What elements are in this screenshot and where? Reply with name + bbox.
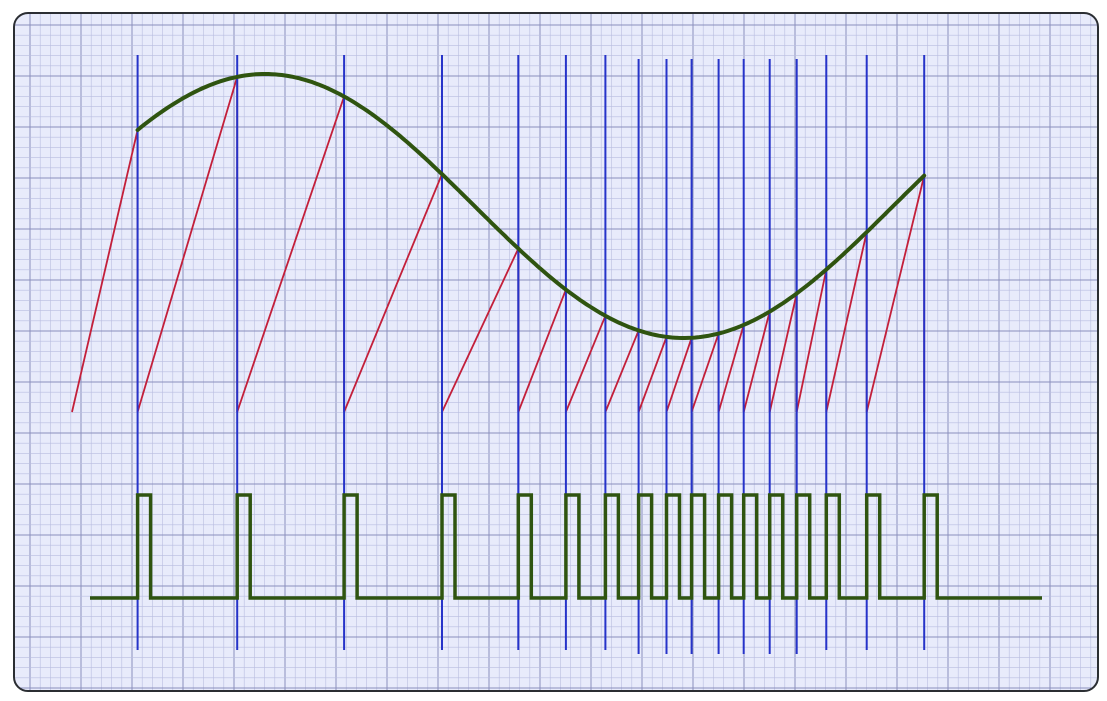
ramp-segment — [717, 324, 745, 413]
sine-wave — [135, 72, 927, 340]
ramp-segment — [825, 231, 868, 413]
ramp-segment — [604, 330, 640, 413]
pulse-train — [90, 493, 1042, 600]
ramp-segment — [690, 333, 720, 413]
ramp-segment — [343, 173, 443, 413]
sine-curve — [135, 72, 927, 340]
ramp-segment — [565, 315, 607, 413]
ramp-segment — [768, 293, 798, 413]
ramp-segment — [441, 248, 520, 413]
ramp-segment — [236, 96, 345, 413]
ramp-segment — [136, 76, 239, 413]
ramp-segment — [637, 336, 668, 413]
panel-border — [13, 12, 1099, 692]
ramp-segment — [665, 337, 693, 413]
grid — [14, 13, 1098, 691]
ramp-segment — [71, 129, 139, 413]
ramp-segment — [795, 269, 828, 413]
ramp-segment — [865, 175, 926, 413]
pulse-waveform — [90, 493, 1042, 600]
ramp-segment — [517, 289, 567, 413]
graph-paper-background — [14, 13, 1098, 691]
ramp-segment — [742, 311, 771, 413]
